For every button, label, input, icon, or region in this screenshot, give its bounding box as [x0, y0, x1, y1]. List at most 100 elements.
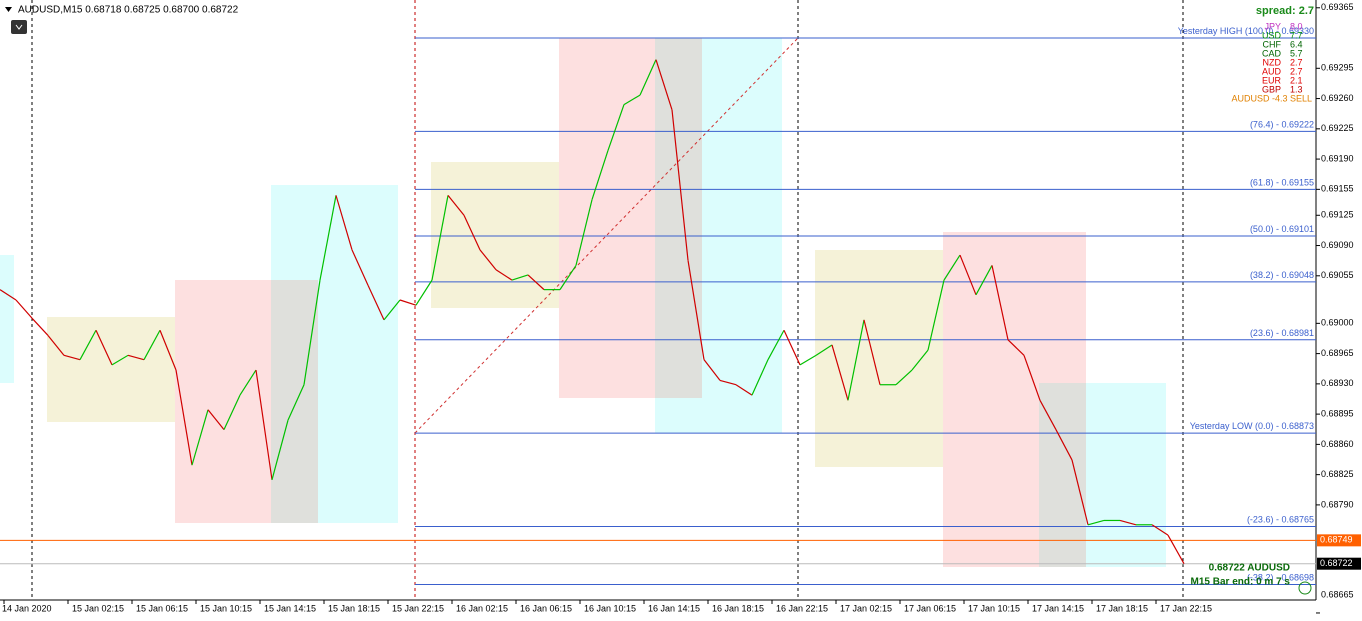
price-segment — [191, 409, 209, 466]
signal: AUDUSD -4.3 SELL — [1231, 93, 1312, 103]
quote: 0.68722 AUDUSD — [1209, 563, 1290, 574]
price-segment — [335, 195, 353, 251]
price-segment — [1167, 534, 1185, 564]
price-segment — [383, 299, 401, 321]
fib-name: (50.0) — [1250, 224, 1274, 234]
price-segment — [1039, 400, 1057, 430]
currency-value: 2.7 — [1290, 57, 1303, 67]
y-tick-label: 0.68860 — [1321, 439, 1354, 449]
price-segment — [479, 249, 497, 271]
y-tick-label: 0.69365 — [1321, 2, 1354, 12]
x-tick-label: 15 Jan 02:15 — [72, 603, 124, 613]
timer-icon — [1298, 581, 1312, 595]
price-segment — [159, 330, 177, 371]
symbol-line: AUDUSD,M15 0.68718 0.68725 0.68700 0.687… — [18, 5, 239, 16]
x-tick-label: 17 Jan 22:15 — [1160, 603, 1212, 613]
fib-label: Yesterday LOW (0.0) - 0.68873 — [1190, 422, 1314, 432]
price-segment — [79, 329, 97, 360]
price-segment — [1007, 339, 1025, 356]
price-segment — [223, 394, 241, 430]
currency-name: USD — [1262, 30, 1282, 40]
x-tick-label: 17 Jan 06:15 — [904, 603, 956, 613]
price-series — [0, 59, 1185, 564]
y-tick-label: 0.69090 — [1321, 240, 1354, 250]
price-segment — [351, 249, 369, 286]
fib-label: (61.8) - 0.69155 — [1250, 178, 1314, 188]
fib-name: (23.6) — [1250, 328, 1274, 338]
price-segment — [863, 319, 881, 385]
price-segment — [607, 104, 625, 151]
x-tick-label: 15 Jan 10:15 — [200, 603, 252, 613]
price-segment — [783, 330, 801, 366]
fib-sep: - — [1273, 270, 1281, 280]
price-segment — [1087, 519, 1105, 526]
y-tick-label: 0.69000 — [1321, 318, 1354, 328]
currency-name: NZD — [1263, 57, 1282, 67]
price-segment — [687, 260, 705, 360]
fib-sep: - — [1273, 120, 1281, 130]
price-segment — [1119, 519, 1137, 526]
x-tick-label: 14 Jan 2020 — [2, 603, 52, 613]
currency-name: JPY — [1264, 21, 1281, 31]
price-segment — [735, 384, 753, 396]
fib-sep: - — [1273, 328, 1281, 338]
fib-sep: - — [1273, 26, 1281, 36]
price-segment — [575, 199, 593, 266]
price-segment — [303, 280, 321, 385]
currency-value: 7.7 — [1290, 30, 1303, 40]
currency-value: 6.4 — [1290, 39, 1303, 49]
price-segment — [239, 369, 257, 396]
fib-name: Yesterday HIGH (100.0) — [1178, 26, 1274, 36]
fib-price: 0.69048 — [1281, 270, 1314, 280]
price-segment — [559, 265, 577, 290]
price-segment — [447, 195, 465, 216]
price-segment — [815, 344, 833, 356]
x-tick-label: 16 Jan 06:15 — [520, 603, 572, 613]
price-segment — [111, 354, 129, 366]
fib-label: (50.0) - 0.69101 — [1250, 224, 1314, 234]
fib-label: (23.6) - 0.68981 — [1250, 328, 1314, 338]
price-segment — [767, 329, 785, 360]
x-tick-label: 16 Jan 10:15 — [584, 603, 636, 613]
price-segment — [799, 354, 817, 366]
price-segment — [1023, 355, 1041, 401]
x-tick-label: 16 Jan 14:15 — [648, 603, 700, 613]
price-segment — [895, 369, 913, 386]
fib-sep: - — [1273, 573, 1281, 583]
menu-button[interactable] — [11, 20, 27, 34]
price-segment — [959, 254, 977, 296]
price-segment — [175, 369, 193, 466]
price-segment — [847, 319, 865, 401]
spread: spread: 2.7 — [1256, 5, 1314, 17]
fib-price: 0.68765 — [1281, 515, 1314, 525]
price-segment — [415, 279, 433, 306]
price-segment — [751, 359, 769, 396]
price-segment — [943, 254, 961, 281]
fib-name: (61.8) — [1250, 178, 1274, 188]
price-segment — [703, 359, 721, 381]
currency-value: 2.7 — [1290, 66, 1303, 76]
bar-timer: M15 Bar end: 0 m 7 s — [1191, 577, 1291, 588]
price-segment — [991, 265, 1009, 340]
price-segment — [639, 59, 657, 96]
header: AUDUSD,M15 0.68718 0.68725 0.68700 0.687… — [5, 5, 239, 34]
currency-value: 5.7 — [1290, 48, 1303, 58]
session-boxes — [0, 38, 1166, 567]
currency-name: CAD — [1262, 48, 1282, 58]
price-segment — [143, 329, 161, 360]
price-segment — [367, 285, 385, 321]
price-segment — [287, 384, 305, 421]
y-tick-label: 0.69125 — [1321, 210, 1354, 220]
price-segment — [63, 354, 81, 361]
price-segment — [671, 109, 689, 261]
fib-price: 0.69101 — [1281, 224, 1314, 234]
currency-value: 1.3 — [1290, 84, 1303, 94]
price-segment — [31, 317, 49, 336]
price-segment — [47, 335, 65, 356]
price-segment — [495, 269, 513, 281]
y-tick-label: 0.69190 — [1321, 153, 1354, 163]
fib-label: (76.4) - 0.69222 — [1250, 120, 1314, 130]
x-tick-label: 17 Jan 18:15 — [1096, 603, 1148, 613]
price-segment — [0, 289, 17, 301]
y-tick-label: 0.69055 — [1321, 270, 1354, 280]
